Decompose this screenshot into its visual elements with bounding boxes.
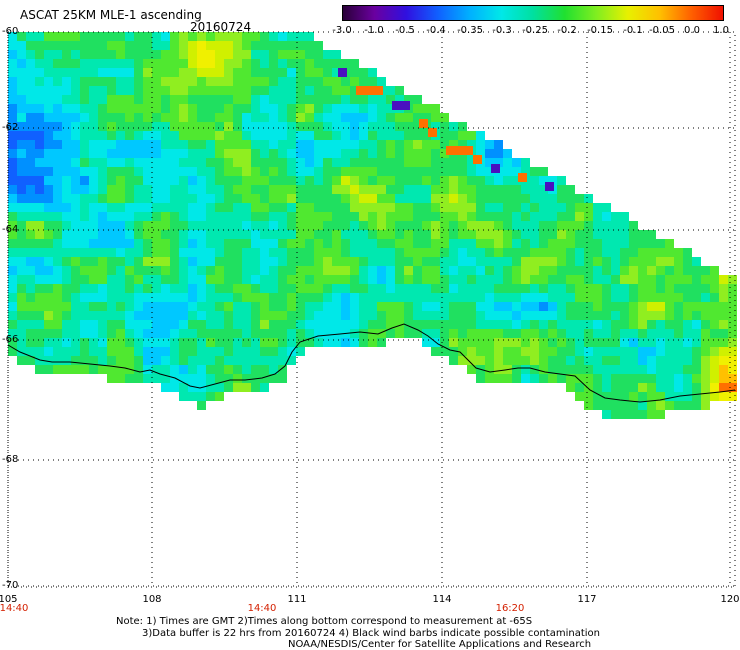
note-line-1: Note: 1) Times are GMT 2)Times along bot…: [116, 616, 533, 627]
scale-label: -0.25: [522, 25, 548, 36]
scale-label: -0.5: [395, 25, 415, 36]
scale-label: -0.3: [492, 25, 512, 36]
lon-label: 111: [287, 594, 307, 605]
data-field: [8, 32, 737, 419]
scale-label: 1.0: [713, 25, 729, 36]
scale-label: -0.2: [557, 25, 577, 36]
product-title: ASCAT 25KM MLE-1 ascending: [20, 8, 202, 22]
scale-label: -0.15: [587, 25, 613, 36]
lon-label: 108: [142, 594, 162, 605]
scale-label: -3.0: [332, 25, 352, 36]
lat-label: -70: [2, 580, 19, 591]
lon-label: 120: [720, 594, 740, 605]
lat-label: -60: [2, 26, 19, 37]
lat-label: -62: [2, 122, 19, 133]
lon-label: 105: [0, 594, 18, 605]
time-label: 14:40: [0, 603, 29, 614]
lon-label: 114: [432, 594, 452, 605]
time-label: 14:40: [247, 603, 277, 614]
note-line-3: NOAA/NESDIS/Center for Satellite Applica…: [288, 639, 592, 650]
color-scale-bar: [342, 5, 724, 21]
scale-label: -0.4: [426, 25, 446, 36]
lat-label: -66: [2, 334, 19, 345]
coastline: [7, 323, 736, 403]
lon-label: 117: [577, 594, 597, 605]
time-label: 16:20: [495, 603, 525, 614]
lat-label: -64: [2, 224, 19, 235]
scale-label: 0.0: [684, 25, 700, 36]
scale-label: -0.35: [457, 25, 483, 36]
note-line-2: 3)Data buffer is 22 hrs from 20160724 4)…: [142, 628, 600, 639]
grid-lines: [7, 31, 736, 588]
scale-label: -1.0: [364, 25, 384, 36]
lat-label: -68: [2, 454, 19, 465]
color-scale-labels: -3.0 -1.0 -0.5 -0.4 -0.35 -0.3 -0.25 -0.…: [332, 25, 731, 37]
scale-label: -0.1: [623, 25, 643, 36]
product-date: 20160724: [190, 20, 252, 34]
scale-label: -0.05: [649, 25, 675, 36]
